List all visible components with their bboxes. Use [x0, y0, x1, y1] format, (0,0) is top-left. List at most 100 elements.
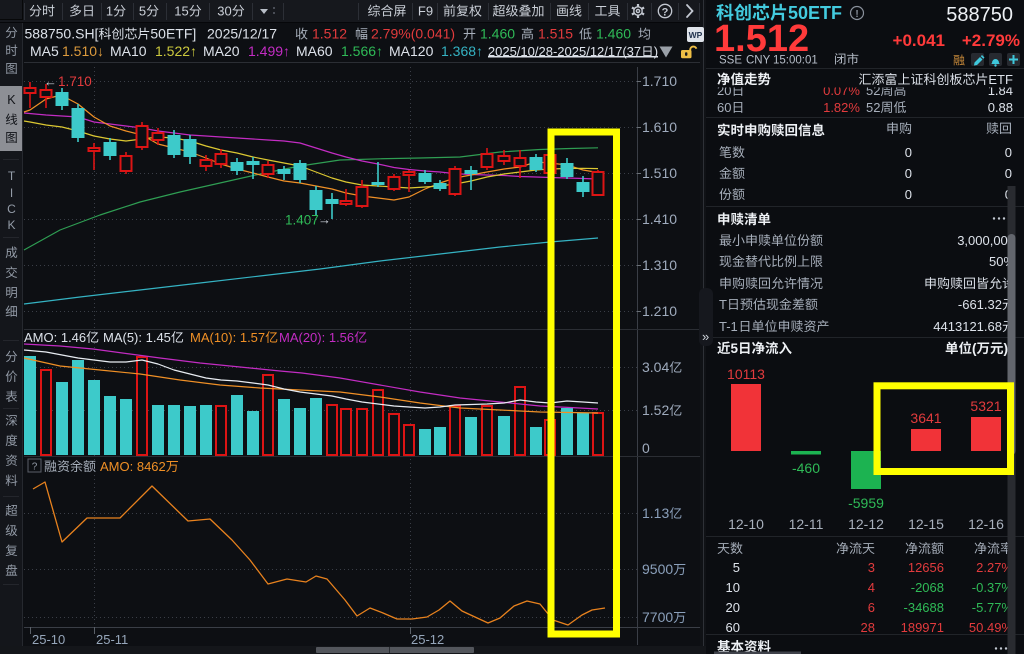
svg-text:CNY: CNY	[746, 55, 771, 67]
svg-text:25-11: 25-11	[96, 632, 128, 647]
svg-text:-661.32: -661.32	[958, 297, 1002, 312]
svg-text:60: 60	[726, 620, 740, 635]
svg-text:1.710: 1.710	[58, 74, 92, 89]
svg-text:1.510: 1.510	[642, 165, 677, 181]
svg-text:1: 1	[106, 4, 113, 19]
svg-text:2.27%: 2.27%	[976, 560, 1013, 575]
svg-text:1.515: 1.515	[538, 26, 573, 42]
svg-text:12-12: 12-12	[848, 516, 884, 532]
svg-text:3.04: 3.04	[642, 359, 669, 375]
svg-text:MA(10): 1.57: MA(10): 1.57	[190, 330, 265, 345]
svg-text:12-15: 12-15	[908, 516, 944, 532]
svg-text:0.07%: 0.07%	[823, 83, 860, 98]
svg-text:1.310: 1.310	[642, 257, 677, 273]
svg-text:588750: 588750	[946, 4, 1013, 26]
svg-text:12-16: 12-16	[968, 516, 1004, 532]
svg-text:T: T	[719, 297, 727, 312]
svg-text:2.79%(0.041): 2.79%(0.041)	[371, 26, 455, 42]
svg-text:25-12: 25-12	[411, 632, 444, 647]
svg-text:588750.SH[: 588750.SH[	[25, 26, 99, 42]
svg-text:-460: -460	[792, 460, 820, 476]
svg-text:0: 0	[1005, 145, 1012, 160]
svg-text:60: 60	[717, 100, 731, 115]
svg-text:1.460: 1.460	[480, 26, 515, 42]
svg-text:12-10: 12-10	[728, 516, 764, 532]
svg-text:15:00:01: 15:00:01	[773, 55, 818, 67]
svg-text:SSE: SSE	[719, 55, 742, 67]
svg-text:+0.041: +0.041	[893, 31, 945, 50]
svg-text:52: 52	[866, 100, 880, 115]
svg-text:15: 15	[174, 4, 188, 19]
svg-text:1.512: 1.512	[312, 26, 347, 42]
svg-text:0: 0	[905, 166, 912, 181]
svg-text:5: 5	[139, 4, 146, 19]
svg-text:9500: 9500	[642, 561, 673, 577]
svg-text:1.407: 1.407	[285, 213, 319, 228]
svg-text:10: 10	[726, 580, 740, 595]
svg-text:28: 28	[861, 620, 875, 635]
svg-text:WP: WP	[689, 30, 703, 40]
svg-text:1.610: 1.610	[642, 119, 677, 135]
svg-text:MA10: MA10	[110, 43, 147, 59]
svg-text:0: 0	[1005, 166, 1012, 181]
svg-text:1.710: 1.710	[642, 73, 677, 89]
svg-text:F9: F9	[418, 4, 433, 19]
svg-text:K: K	[7, 218, 15, 232]
svg-text:25-10: 25-10	[32, 632, 65, 647]
svg-text:←: ←	[44, 74, 57, 89]
svg-text:1.512: 1.512	[714, 18, 809, 60]
svg-text:»: »	[702, 329, 709, 344]
svg-text:3641: 3641	[910, 410, 941, 426]
svg-text:ETF: ETF	[988, 72, 1013, 87]
svg-text:1.52: 1.52	[642, 402, 669, 418]
svg-text:(: (	[972, 341, 977, 356]
svg-text:4413121.68: 4413121.68	[933, 319, 1002, 334]
svg-text:20: 20	[726, 600, 740, 615]
svg-text:30: 30	[217, 4, 231, 19]
svg-text:-0.37%: -0.37%	[972, 580, 1014, 595]
svg-text:1.499↑: 1.499↑	[248, 43, 290, 59]
svg-text:0.88: 0.88	[988, 100, 1013, 115]
svg-text:1.13: 1.13	[642, 505, 669, 521]
svg-text:2025/10/28-2025/12/17(37: 2025/10/28-2025/12/17(37	[488, 44, 641, 59]
svg-text:2025/12/17: 2025/12/17	[207, 26, 277, 42]
svg-text:4: 4	[868, 580, 875, 595]
svg-text:-5959: -5959	[848, 495, 884, 511]
svg-text:10113: 10113	[727, 366, 765, 382]
svg-text:+2.79%: +2.79%	[962, 31, 1020, 50]
svg-text:T: T	[8, 169, 16, 183]
svg-text:): )	[1004, 341, 1009, 356]
svg-text:MA60: MA60	[296, 43, 333, 59]
svg-text:189971: 189971	[901, 620, 944, 635]
svg-text:3: 3	[868, 560, 875, 575]
svg-text:5: 5	[733, 560, 740, 575]
svg-text:52: 52	[866, 83, 880, 98]
svg-text:3,000,000: 3,000,000	[957, 233, 1015, 248]
svg-text:MA(5): 1.45: MA(5): 1.45	[103, 330, 171, 345]
svg-text:5: 5	[731, 341, 739, 356]
svg-text:12-11: 12-11	[789, 516, 824, 532]
svg-text:1.510↓: 1.510↓	[62, 43, 104, 59]
svg-text:1.460: 1.460	[596, 26, 631, 42]
svg-text:-34688: -34688	[904, 600, 944, 615]
svg-text:T-1: T-1	[719, 319, 738, 334]
svg-text:AMO: 8462: AMO: 8462	[100, 459, 166, 474]
svg-text:6: 6	[868, 600, 875, 615]
svg-text:1.84: 1.84	[988, 83, 1013, 98]
svg-text:): )	[654, 44, 658, 59]
svg-text:0: 0	[905, 145, 912, 160]
svg-text:50ETF]: 50ETF]	[150, 26, 196, 42]
svg-text:?: ?	[662, 7, 669, 19]
svg-text:50.49%: 50.49%	[969, 620, 1014, 635]
svg-text:1.566↑: 1.566↑	[341, 43, 383, 59]
svg-text:AMO: 1.46: AMO: 1.46	[24, 330, 86, 345]
svg-text:1.82%: 1.82%	[823, 100, 860, 115]
svg-text:MA20: MA20	[203, 43, 240, 59]
svg-text:1.210: 1.210	[642, 303, 677, 319]
svg-text:?: ?	[32, 462, 38, 473]
svg-text:5321: 5321	[970, 398, 1001, 414]
svg-text:1.410: 1.410	[642, 211, 677, 227]
svg-text:-2068: -2068	[911, 580, 944, 595]
svg-text:MA120: MA120	[389, 43, 434, 59]
svg-text:0: 0	[905, 187, 912, 202]
